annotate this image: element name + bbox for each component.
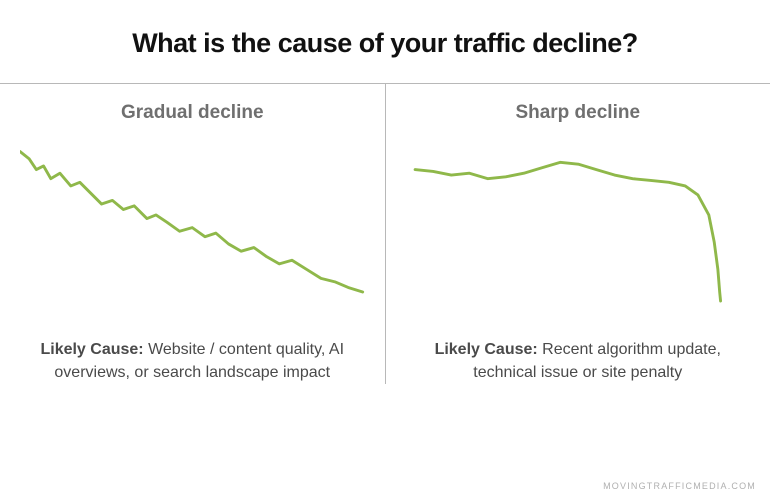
caption-gradual: Likely Cause: Website / content quality,… [22,338,362,384]
chart-gradual-decline [20,134,365,314]
caption-lead-gradual: Likely Cause: [40,341,143,358]
panels-container: Gradual decline Likely Cause: Website / … [0,83,770,384]
caption-sharp: Likely Cause: Recent algorithm update, t… [408,338,748,384]
subtitle-gradual: Gradual decline [121,102,264,124]
caption-lead-sharp: Likely Cause: [435,341,538,358]
line-path-sharp [415,162,721,301]
page-title: What is the cause of your traffic declin… [0,0,770,83]
panel-sharp-decline: Sharp decline Likely Cause: Recent algor… [385,84,770,384]
chart-sharp-decline [406,134,751,314]
line-chart-gradual [20,134,365,314]
line-chart-sharp [406,134,751,314]
subtitle-sharp: Sharp decline [515,102,640,124]
line-path-gradual [20,151,363,292]
footer-attribution: MOVINGTRAFFICMEDIA.COM [603,481,756,491]
panel-gradual-decline: Gradual decline Likely Cause: Website / … [0,84,385,384]
